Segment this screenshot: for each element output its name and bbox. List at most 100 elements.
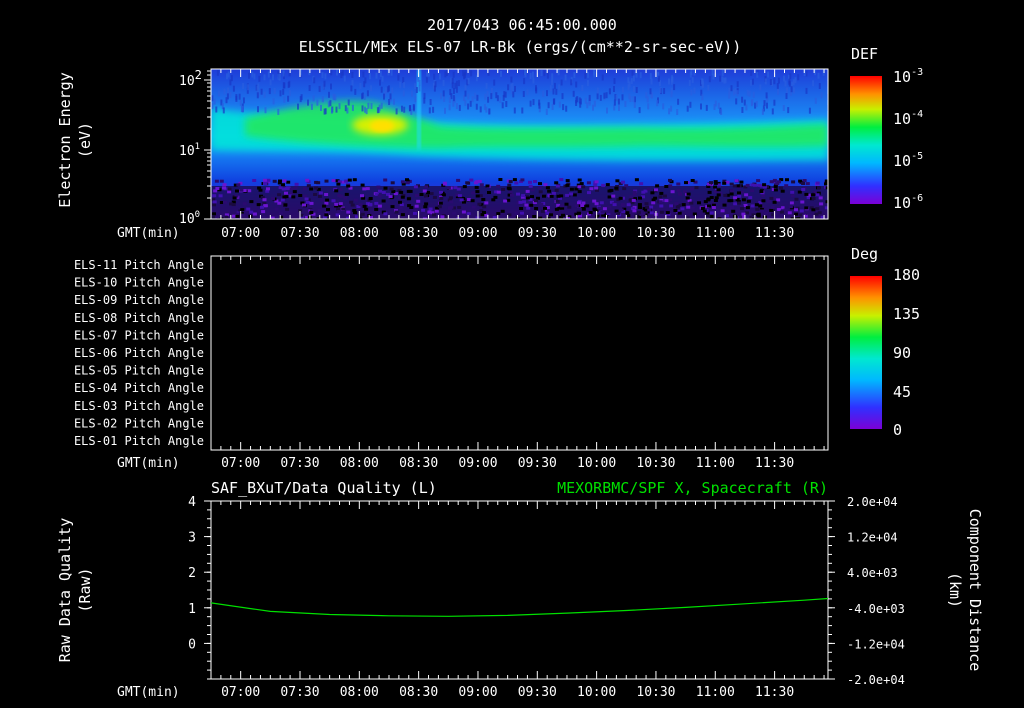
noise-pixel — [572, 193, 577, 197]
noise-pixel — [475, 194, 480, 198]
noise-pixel — [559, 178, 564, 182]
noise-pixel — [418, 80, 421, 86]
noise-pixel — [410, 108, 413, 115]
noise-pixel — [252, 179, 257, 182]
noise-pixel — [299, 96, 302, 103]
noise-pixel — [488, 108, 491, 115]
noise-pixel — [803, 214, 808, 218]
time-tick-label: 10:00 — [577, 226, 616, 241]
noise-pixel — [646, 187, 651, 191]
noise-pixel — [447, 206, 452, 210]
noise-pixel — [618, 182, 623, 186]
noise-pixel — [558, 84, 561, 91]
noise-pixel — [302, 194, 307, 198]
noise-pixel — [574, 204, 579, 208]
noise-pixel — [267, 71, 270, 78]
noise-pixel — [287, 82, 290, 88]
noise-pixel — [809, 206, 814, 210]
noise-pixel — [724, 77, 727, 84]
noise-pixel — [713, 185, 718, 189]
noise-pixel — [649, 88, 652, 95]
noise-pixel — [820, 92, 823, 99]
time-tick-label: 10:30 — [636, 456, 675, 471]
noise-pixel — [298, 209, 303, 213]
noise-pixel — [487, 96, 490, 103]
noise-pixel — [780, 210, 784, 214]
noise-pixel — [706, 197, 711, 201]
noise-pixel — [400, 195, 405, 199]
noise-pixel — [532, 201, 537, 204]
noise-pixel — [442, 80, 445, 86]
noise-pixel — [520, 195, 525, 199]
noise-pixel — [673, 209, 678, 212]
noise-pixel — [649, 205, 654, 209]
noise-pixel — [222, 186, 226, 190]
noise-pixel — [730, 189, 734, 193]
noise-pixel — [366, 90, 369, 97]
noise-pixel — [777, 77, 780, 84]
noise-pixel — [439, 190, 443, 194]
noise-pixel — [746, 199, 751, 203]
noise-pixel — [299, 213, 304, 217]
noise-pixel — [278, 186, 283, 190]
left-y-tick-label: 3 — [188, 531, 196, 546]
noise-pixel — [299, 69, 302, 76]
noise-pixel — [720, 109, 723, 115]
noise-pixel — [577, 185, 582, 189]
noise-pixel — [674, 202, 679, 206]
noise-pixel — [385, 87, 388, 94]
noise-pixel — [328, 91, 330, 98]
noise-pixel — [555, 199, 560, 203]
noise-pixel — [438, 73, 441, 80]
time-tick-label: 08:30 — [399, 456, 438, 471]
noise-pixel — [433, 73, 436, 80]
noise-pixel — [790, 190, 795, 194]
noise-pixel — [552, 88, 555, 95]
noise-pixel — [258, 188, 263, 192]
noise-pixel — [596, 93, 599, 100]
noise-pixel — [360, 212, 365, 216]
noise-pixel — [540, 209, 545, 213]
noise-pixel — [334, 189, 339, 193]
noise-pixel — [814, 97, 817, 104]
noise-pixel — [546, 216, 551, 219]
noise-pixel — [400, 180, 405, 184]
noise-pixel — [214, 179, 219, 183]
noise-pixel — [543, 70, 546, 77]
noise-pixel — [711, 69, 714, 76]
noise-pixel — [236, 212, 241, 216]
noise-pixel — [790, 86, 793, 93]
noise-pixel — [496, 95, 499, 102]
noise-pixel — [565, 105, 568, 112]
noise-pixel — [298, 194, 303, 197]
noise-pixel — [561, 93, 564, 100]
noise-pixel — [638, 206, 642, 209]
noise-pixel — [593, 100, 596, 107]
noise-pixel — [432, 106, 435, 113]
noise-pixel — [711, 203, 716, 207]
noise-pixel — [260, 205, 264, 209]
noise-pixel — [219, 179, 224, 183]
noise-pixel — [747, 215, 752, 219]
noise-pixel — [594, 186, 599, 190]
noise-pixel — [750, 79, 753, 86]
noise-pixel — [450, 93, 453, 100]
noise-pixel — [560, 204, 564, 208]
noise-pixel — [293, 186, 298, 190]
noise-pixel — [324, 201, 329, 205]
noise-pixel — [305, 215, 310, 219]
noise-pixel — [675, 205, 680, 209]
noise-pixel — [700, 89, 703, 96]
noise-pixel — [363, 93, 366, 100]
noise-pixel — [348, 186, 353, 190]
energy-spectrogram: 07:00 07:30 08:00 08:30 09:00 09:30 10:00 10:30… — [56, 45, 923, 241]
noise-pixel — [614, 94, 617, 101]
noise-pixel — [270, 216, 275, 219]
noise-pixel — [612, 203, 617, 207]
noise-pixel — [215, 106, 218, 113]
noise-pixel — [283, 96, 286, 103]
def-colorbar — [850, 76, 882, 204]
noise-pixel — [344, 105, 347, 112]
noise-pixel — [607, 205, 612, 209]
noise-pixel — [495, 92, 498, 99]
